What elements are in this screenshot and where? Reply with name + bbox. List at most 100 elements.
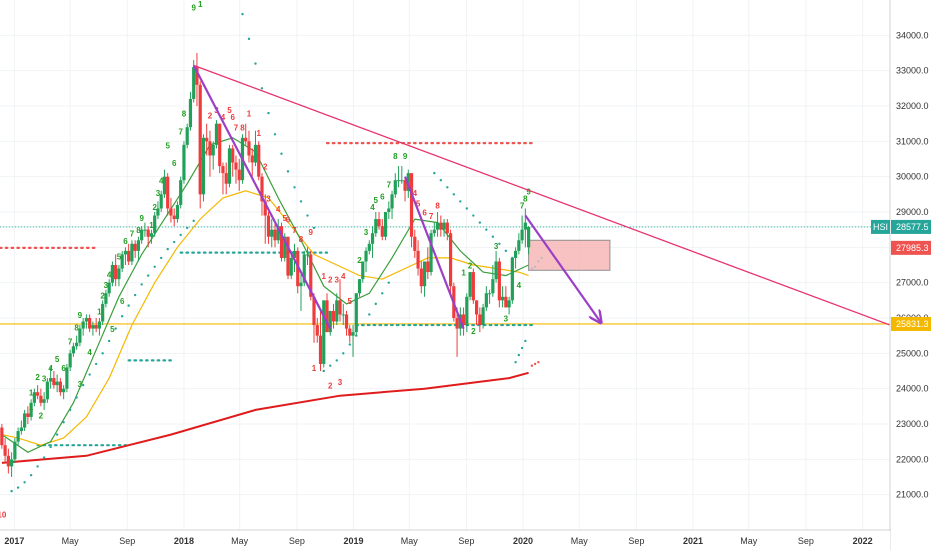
td-sequential-label: 3 (364, 228, 369, 237)
td-sequential-label: 10 (0, 511, 7, 520)
sar-dot (381, 292, 384, 295)
td-sequential-label: 7 (520, 201, 525, 210)
sar-dot (312, 226, 316, 230)
x-tick-label: Sep (289, 536, 305, 546)
sar-dot (491, 235, 495, 238)
candle-body (0, 427, 4, 446)
price-badge-bg (891, 240, 931, 255)
sar-dot (472, 214, 475, 217)
td-sequential-label: 6 (230, 113, 235, 122)
candle-body (234, 162, 238, 170)
sar-dot (140, 283, 143, 286)
candle-body (357, 279, 362, 294)
candle-body (81, 321, 85, 329)
sar-dot (55, 433, 59, 436)
horizontal-levels-layer (0, 142, 891, 447)
candle-body (315, 325, 319, 336)
td-sequential-label: 3 (338, 378, 343, 387)
sar-dot (361, 323, 364, 327)
sar-dot (260, 87, 264, 90)
td-sequential-label: 2 (263, 163, 268, 172)
candle-body (497, 261, 501, 301)
y-tick-label: 33000.0 (896, 66, 929, 76)
candle-body (166, 176, 170, 209)
candle-body (13, 441, 17, 460)
candle-body (97, 321, 102, 329)
sar-dot (537, 260, 540, 263)
td-sequential-label: 7 (387, 180, 392, 189)
candle-body (250, 155, 254, 163)
td-sequential-label: 5 (110, 325, 115, 334)
td-sequential-label: 3 (335, 276, 340, 285)
td-sequential-label: 7 (130, 230, 135, 239)
td-sequential-label: 8 (136, 226, 141, 235)
td-sequential-label: 1 (461, 269, 466, 278)
candle-body (354, 293, 358, 333)
y-tick-label: 29000.0 (896, 207, 929, 217)
candle-body (55, 381, 59, 386)
candle-body (6, 455, 10, 467)
td-sequential-label: 4 (87, 348, 92, 357)
candle-body (58, 381, 62, 393)
candle-body (351, 332, 355, 336)
sar-dot (166, 247, 169, 251)
candle-body (107, 282, 111, 294)
candle-body (331, 310, 336, 322)
td-sequential-label: 5 (227, 106, 232, 115)
sar-dot (120, 315, 124, 318)
candle-body (224, 173, 228, 184)
td-sequential-label: 7 (178, 127, 183, 136)
sar-dot (81, 383, 85, 387)
td-sequential-label: 4 (159, 177, 164, 186)
sar-dot (374, 302, 377, 306)
candle-body (136, 240, 141, 251)
candle-body (253, 144, 258, 163)
x-tick-label: May (401, 536, 419, 546)
candle-body (435, 222, 440, 230)
candle-body (312, 296, 316, 326)
candle-body (478, 314, 482, 326)
y-tick-label: 21000.0 (896, 490, 929, 500)
td-sequential-label: 5 (348, 297, 353, 306)
sar-dot (127, 304, 130, 307)
td-sequential-label: 9 (78, 311, 83, 320)
sar-dot (433, 171, 436, 175)
td-sequential-label: 2 (152, 203, 157, 212)
candle-body (208, 141, 212, 156)
td-sequential-label: 7 (234, 124, 239, 133)
y-tick-label: 25000.0 (896, 348, 929, 358)
td-sequential-label: 4 (517, 281, 522, 290)
sar-dot (10, 489, 13, 493)
candle-body (149, 233, 154, 237)
candle-body (88, 318, 92, 329)
candle-body (422, 261, 427, 287)
td-sequential-label: 5 (117, 253, 122, 262)
td-sequential-label: 1 (149, 221, 154, 230)
candle-body (179, 180, 183, 205)
sar-dot (530, 267, 534, 270)
sar-dot (520, 346, 524, 350)
candle-body (403, 180, 407, 191)
price-badge-value: 27985.3 (896, 243, 929, 253)
projection-box (528, 239, 611, 271)
candle-body (205, 137, 209, 142)
candle-body (416, 250, 420, 269)
x-tick-label: Sep (798, 536, 814, 546)
sar-dot (29, 474, 33, 477)
td-sequential-label: 2 (471, 327, 476, 336)
candle-body (286, 236, 290, 276)
candle-body (338, 300, 342, 315)
sar-dot (49, 445, 52, 449)
td-sequential-label: 3 (78, 380, 83, 389)
sar-dot (368, 313, 371, 316)
x-tick-label: Sep (119, 536, 135, 546)
candle-body (192, 67, 196, 99)
candle-body (299, 282, 303, 287)
candle-body (156, 208, 160, 216)
candle-body (305, 254, 310, 256)
sar-dot (241, 12, 244, 16)
candle-body (325, 300, 329, 333)
td-sequential-label: 5 (374, 196, 379, 205)
candle-body (406, 173, 410, 191)
